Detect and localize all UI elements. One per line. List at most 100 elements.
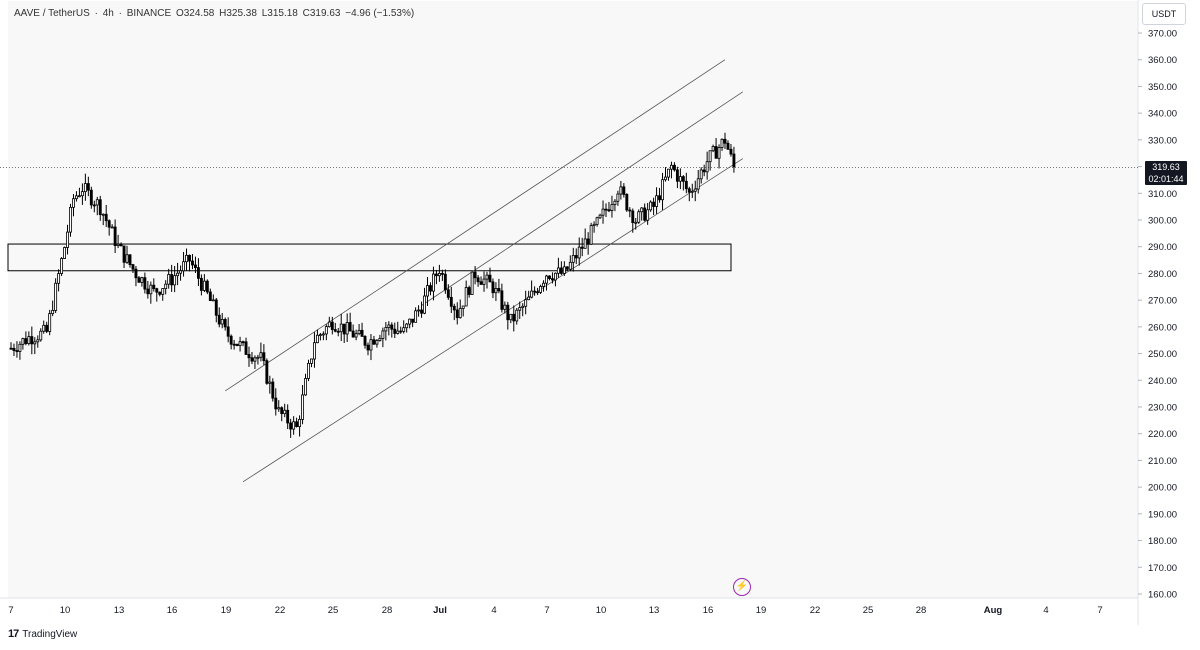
- time-tick-label: Jul: [433, 605, 447, 616]
- candle-body: [42, 324, 46, 332]
- candle-body: [458, 308, 462, 319]
- symbol-header: AAVE / TetherUS · 4h · BINANCE O324.58 H…: [14, 8, 416, 19]
- candle-body: [488, 274, 492, 283]
- footer-brand[interactable]: 17 TradingView: [8, 628, 77, 640]
- candle-body: [509, 313, 513, 321]
- candle-body: [631, 210, 635, 224]
- candle-body: [238, 341, 242, 347]
- candle-body: [289, 422, 293, 430]
- candle-body: [345, 322, 349, 335]
- candle-body: [152, 284, 156, 290]
- candle-body: [86, 183, 90, 191]
- exchange-label: BINANCE: [126, 8, 172, 19]
- candle-body: [571, 255, 575, 263]
- candle-body: [173, 275, 177, 286]
- candle-body: [461, 305, 465, 309]
- price-tick-label: 280.00: [1148, 269, 1177, 280]
- candle-body: [726, 142, 730, 150]
- price-tick-label: 340.00: [1148, 109, 1177, 120]
- candle-body: [250, 357, 254, 362]
- candle-body: [119, 243, 123, 247]
- candle-body: [485, 274, 489, 280]
- candle-body: [467, 287, 471, 295]
- candle-body: [196, 267, 200, 279]
- candle-body: [45, 324, 49, 332]
- time-tick-label: 13: [649, 605, 660, 616]
- candle-body: [298, 419, 302, 428]
- price-tick-label: 210.00: [1148, 456, 1177, 467]
- candle-body: [315, 334, 319, 344]
- candle-body: [89, 189, 93, 206]
- price-tick-label: 190.00: [1148, 509, 1177, 520]
- candle-body: [259, 352, 263, 358]
- candle-body: [51, 310, 55, 314]
- candle-body: [393, 328, 397, 334]
- candle-body: [116, 243, 120, 246]
- candle-body: [732, 153, 736, 168]
- candle-body: [551, 278, 554, 281]
- price-tick-label: 230.00: [1148, 403, 1177, 414]
- ohlc-open: O324.58: [175, 8, 215, 19]
- candle-body: [98, 199, 102, 215]
- lightning-icon[interactable]: ⚡: [733, 578, 751, 596]
- candle-body: [429, 285, 432, 292]
- candle-body: [199, 277, 203, 291]
- candle-body: [562, 266, 566, 274]
- candle-body: [494, 288, 498, 294]
- ohlc-high: H325.38: [219, 8, 257, 19]
- candle-body: [604, 208, 608, 211]
- candle-body: [39, 330, 43, 341]
- separator-dot: ·: [118, 8, 122, 19]
- candle-body: [265, 360, 269, 384]
- candle-body: [440, 272, 444, 275]
- ohlc-close: C319.63: [302, 8, 341, 19]
- candle-body: [649, 201, 653, 211]
- currency-selector[interactable]: USDT: [1142, 3, 1186, 25]
- candle-body: [675, 169, 679, 182]
- candle-body: [702, 169, 706, 173]
- candle-body: [446, 289, 450, 298]
- candle-body: [310, 358, 313, 364]
- candle-body: [122, 245, 126, 263]
- candle-body: [208, 291, 212, 301]
- current-price-tag: 319.63 02:01:44: [1145, 161, 1187, 185]
- candle-body: [452, 305, 456, 311]
- candle-body: [610, 204, 614, 211]
- separator-dot: ·: [94, 8, 98, 19]
- support-resistance-zone: [7, 243, 732, 272]
- candle-body: [83, 183, 87, 193]
- candle-body: [690, 190, 694, 193]
- candle-body: [437, 272, 441, 277]
- candle-body: [506, 304, 510, 321]
- candle-body: [191, 260, 194, 266]
- candle-body: [247, 354, 251, 359]
- time-tick-label: 28: [916, 605, 927, 616]
- candle-body: [586, 238, 590, 245]
- interval-label[interactable]: 4h: [102, 8, 114, 19]
- candle-body: [339, 323, 343, 333]
- candle-body: [69, 206, 72, 233]
- candle-body: [503, 304, 507, 310]
- price-tick-label: 250.00: [1148, 349, 1177, 360]
- candle-body: [696, 178, 700, 190]
- candle-body: [705, 161, 709, 173]
- candle-body: [9, 347, 13, 350]
- candle-body: [92, 204, 96, 207]
- candle-body: [539, 286, 542, 293]
- ohlc-low: L315.18: [261, 8, 298, 19]
- candle-body: [601, 208, 605, 216]
- candle-body: [146, 288, 150, 295]
- symbol-name[interactable]: AAVE / TetherUS: [14, 8, 90, 19]
- candle-body: [449, 296, 453, 307]
- candle-body: [616, 193, 620, 202]
- candle-body: [27, 336, 31, 344]
- candle-body: [521, 305, 525, 308]
- candle-body: [48, 313, 52, 332]
- candle-body: [131, 264, 135, 270]
- candle-body: [497, 288, 501, 292]
- chart-plot-area[interactable]: [8, 1, 1138, 598]
- candle-body: [372, 339, 376, 345]
- candle-body: [390, 324, 394, 330]
- candle-body: [592, 223, 596, 227]
